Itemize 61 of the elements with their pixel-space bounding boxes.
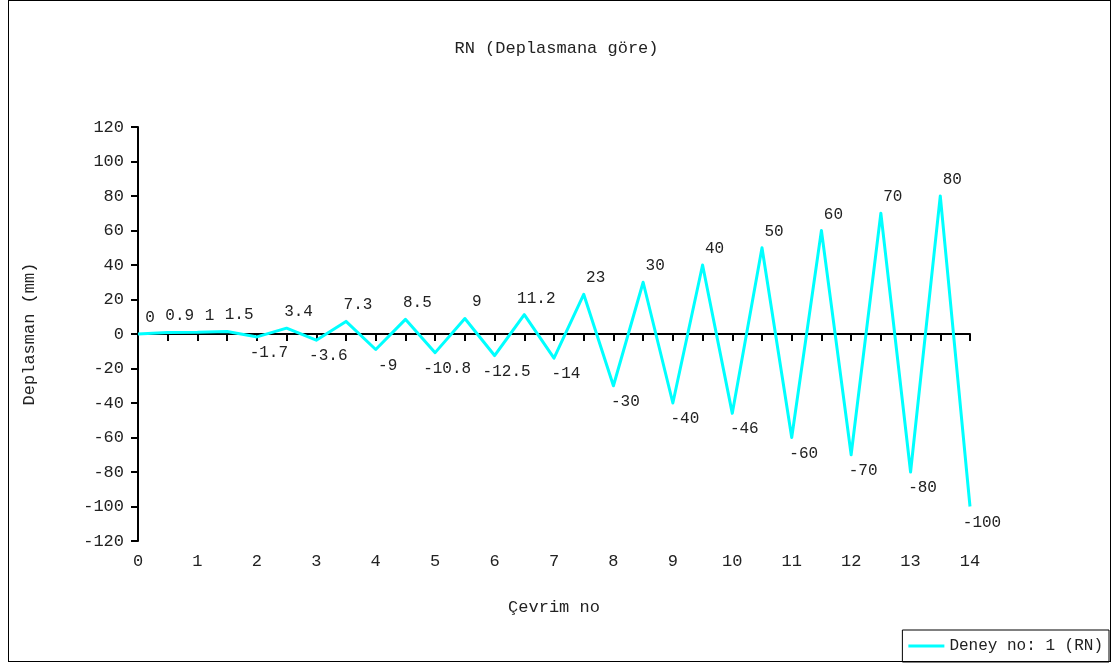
data-label: -70 (848, 461, 878, 480)
data-label: 8.5 (403, 294, 432, 313)
x-tick-label: 7 (548, 552, 560, 571)
y-tick-label: -60 (93, 428, 124, 447)
x-tick-label: 12 (840, 552, 862, 571)
data-label: 50 (764, 222, 784, 241)
data-label: -60 (789, 444, 819, 463)
data-label: -10.8 (423, 359, 472, 378)
x-tick-label: 8 (608, 552, 619, 571)
data-label: 60 (823, 205, 844, 224)
y-tick-label: 100 (93, 152, 124, 171)
y-tick-label: 60 (103, 221, 124, 240)
data-label: -9 (378, 356, 398, 375)
x-tick-label: 2 (251, 552, 262, 571)
data-label: -46 (729, 420, 759, 439)
y-tick-label: -80 (93, 462, 124, 482)
y-tick-label: 80 (103, 186, 124, 206)
data-label: 3.4 (284, 303, 313, 322)
y-tick-label: 120 (93, 117, 124, 137)
x-tick-label: 0 (132, 552, 144, 571)
y-tick-label: 20 (103, 290, 124, 309)
x-tick-label: 13 (900, 552, 921, 571)
data-label: 0.9 (165, 307, 195, 326)
y-tick-label: 0 (113, 324, 124, 344)
legend-label: Deney no: 1 (RN) (949, 637, 1103, 655)
y-axis-title: Deplasman (mm) (20, 262, 39, 406)
data-label: 7.3 (343, 296, 373, 315)
x-tick-label: 3 (311, 552, 322, 571)
data-label: 70 (883, 188, 903, 207)
data-label: 23 (586, 269, 606, 288)
data-label: 1 (204, 307, 215, 326)
x-tick-label: 10 (722, 552, 743, 571)
data-label: -30 (611, 392, 640, 411)
y-tick-label: 40 (103, 255, 124, 275)
x-axis-title: Çevrim no (508, 598, 600, 617)
data-label: 30 (645, 257, 665, 276)
x-tick-label: 4 (370, 552, 381, 571)
y-tick-label: -120 (83, 531, 124, 551)
data-label: -12.5 (482, 362, 531, 381)
data-label: -40 (670, 410, 700, 428)
data-label: 40 (704, 240, 725, 258)
x-tick-label: 1 (192, 552, 203, 571)
y-tick-label: -20 (93, 359, 124, 378)
data-label: 11.2 (517, 289, 556, 308)
y-tick-label: -40 (93, 393, 124, 413)
data-label: -14 (551, 365, 581, 384)
data-label: -100 (962, 513, 1002, 532)
data-label: -80 (908, 479, 937, 497)
x-tick-label: 11 (781, 552, 802, 571)
chart-title: RN (Deplasmana göre) (454, 39, 659, 58)
x-tick-label: 14 (959, 552, 981, 571)
data-label: -1.7 (249, 343, 289, 362)
data-label: 1.5 (224, 306, 254, 325)
x-tick-label: 5 (430, 552, 441, 571)
data-label: 9 (472, 293, 482, 312)
y-tick-label: -100 (83, 497, 124, 516)
data-label: -3.6 (309, 347, 348, 366)
data-label: 80 (942, 171, 962, 189)
x-tick-label: 9 (667, 552, 678, 571)
data-label: 0 (145, 309, 155, 327)
x-tick-label: 6 (489, 552, 500, 571)
